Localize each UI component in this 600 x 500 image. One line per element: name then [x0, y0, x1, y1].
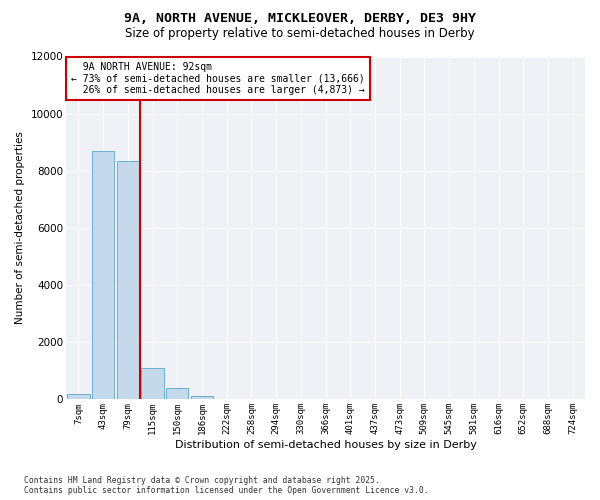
Bar: [166, 388, 188, 400]
Text: Size of property relative to semi-detached houses in Derby: Size of property relative to semi-detach…: [125, 28, 475, 40]
Bar: [215, 399, 238, 400]
Text: 9A NORTH AVENUE: 92sqm
← 73% of semi-detached houses are smaller (13,666)
  26% : 9A NORTH AVENUE: 92sqm ← 73% of semi-det…: [71, 62, 365, 95]
Bar: [92, 151, 114, 400]
Bar: [142, 368, 164, 400]
Bar: [67, 394, 89, 400]
Bar: [117, 161, 139, 400]
Text: Contains HM Land Registry data © Crown copyright and database right 2025.
Contai: Contains HM Land Registry data © Crown c…: [24, 476, 428, 495]
X-axis label: Distribution of semi-detached houses by size in Derby: Distribution of semi-detached houses by …: [175, 440, 476, 450]
Text: 9A, NORTH AVENUE, MICKLEOVER, DERBY, DE3 9HY: 9A, NORTH AVENUE, MICKLEOVER, DERBY, DE3…: [124, 12, 476, 26]
Y-axis label: Number of semi-detached properties: Number of semi-detached properties: [15, 132, 25, 324]
Bar: [191, 396, 213, 400]
